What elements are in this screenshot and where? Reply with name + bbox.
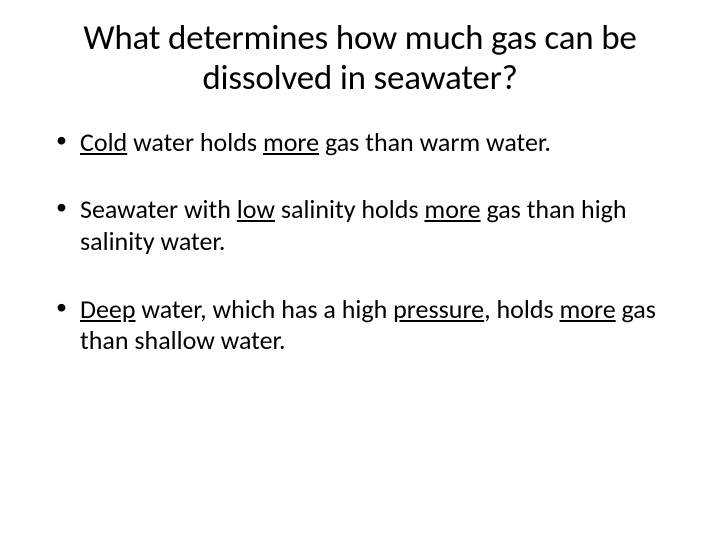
- text-run: salinity holds: [275, 193, 424, 225]
- slide-title: What determines how much gas can be diss…: [38, 18, 682, 99]
- title-line-1: What determines how much gas can be: [83, 17, 636, 59]
- bullet-item: Cold water holds more gas than warm wate…: [56, 127, 682, 159]
- text-run: more: [263, 126, 319, 158]
- text-run: water, which has a high: [136, 293, 394, 325]
- text-run: more: [560, 293, 616, 325]
- text-run: Deep: [80, 293, 136, 325]
- text-run: water holds: [127, 126, 263, 158]
- slide: What determines how much gas can be diss…: [0, 0, 720, 540]
- text-run: low: [237, 193, 275, 225]
- text-run: Seawater with: [80, 193, 237, 225]
- bullet-item: Deep water, which has a high pressure, h…: [56, 294, 682, 357]
- text-run: gas than warm water.: [319, 126, 551, 158]
- bullet-item: Seawater with low salinity holds more ga…: [56, 194, 682, 257]
- title-line-2: dissolved in seawater?: [202, 57, 517, 99]
- text-run: pressure: [393, 293, 484, 325]
- text-run: more: [424, 193, 480, 225]
- text-run: , holds: [484, 293, 559, 325]
- text-run: Cold: [80, 126, 127, 158]
- bullet-list: Cold water holds more gas than warm wate…: [38, 127, 682, 358]
